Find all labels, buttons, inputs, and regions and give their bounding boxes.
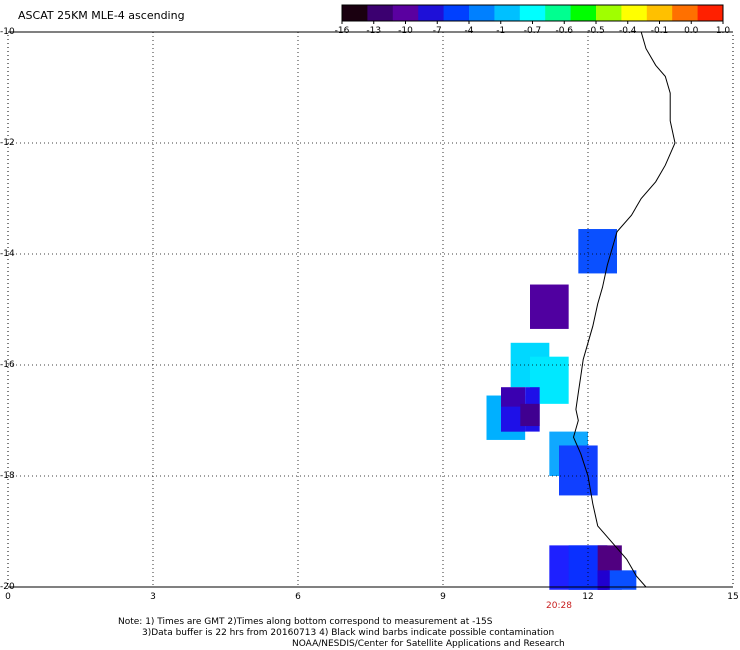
- time-label: 20:28: [546, 601, 572, 611]
- y-tick-label: -10: [0, 27, 15, 37]
- colorbar-swatch: [570, 5, 597, 21]
- colorbar-swatch: [545, 5, 572, 21]
- wind-cell: [520, 403, 540, 427]
- colorbar-swatch: [672, 5, 699, 21]
- colorbar-swatch: [596, 5, 622, 21]
- y-tick-label: -18: [0, 471, 15, 481]
- y-tick-label: -20: [0, 582, 15, 592]
- x-tick-label: 3: [150, 592, 156, 602]
- colorbar-tick-label: 1.0: [715, 26, 731, 36]
- colorbar-tick-label: -0.5: [587, 26, 605, 36]
- wind-cell: [578, 229, 617, 274]
- note-line-3: NOAA/NESDIS/Center for Satellite Applica…: [292, 639, 565, 649]
- data-cells: [486, 229, 637, 590]
- colorbar-tick-label: -4: [464, 26, 474, 36]
- wind-cell: [559, 445, 598, 496]
- colorbar-tick-label: -7: [432, 26, 442, 36]
- colorbar-swatch: [342, 5, 368, 21]
- y-tick-label: -14: [0, 249, 15, 259]
- colorbar-tick-label: -0.4: [618, 26, 637, 36]
- colorbar-swatch: [646, 5, 673, 21]
- x-tick-label: 15: [727, 592, 739, 602]
- colorbar-swatch: [519, 5, 546, 21]
- colorbar-swatch: [697, 5, 724, 21]
- colorbar-tick-label: -0.6: [555, 26, 574, 36]
- colorbar-swatch: [392, 5, 419, 21]
- x-tick-label: 6: [295, 592, 301, 602]
- colorbar-swatch: [494, 5, 521, 21]
- colorbar-tick-label: -1: [496, 26, 506, 36]
- wind-cell: [530, 284, 569, 329]
- x-tick-label: 0: [5, 592, 11, 602]
- colorbar: [341, 4, 724, 24]
- colorbar-tick-label: 0.0: [684, 26, 699, 36]
- map-title: ASCAT 25KM MLE-4 ascending: [18, 9, 185, 22]
- colorbar-tick-label: -0.1: [650, 26, 669, 36]
- plot-frame: [7, 31, 734, 588]
- coastline: [572, 31, 676, 588]
- note-line-1: Note: 1) Times are GMT 2)Times along bot…: [118, 617, 493, 627]
- wind-cell: [597, 570, 610, 590]
- colorbar-tick-label: -16: [334, 26, 350, 36]
- colorbar-tick-label: -13: [366, 26, 382, 36]
- y-tick-label: -16: [0, 360, 15, 370]
- x-tick-label: 9: [440, 592, 446, 602]
- wind-cell: [607, 570, 637, 590]
- gridlines: [8, 32, 733, 587]
- colorbar-swatch: [418, 5, 445, 21]
- colorbar-swatch: [443, 5, 470, 21]
- colorbar-swatch: [469, 5, 495, 21]
- colorbar-tick-label: -10: [398, 26, 413, 36]
- x-tick-label: 12: [582, 592, 594, 602]
- colorbar-swatch: [367, 5, 394, 21]
- colorbar-swatch: [621, 5, 648, 21]
- y-tick-label: -12: [0, 138, 15, 148]
- colorbar-tick-label: -0.7: [523, 26, 542, 36]
- note-line-2: 3)Data buffer is 22 hrs from 20160713 4)…: [142, 628, 555, 638]
